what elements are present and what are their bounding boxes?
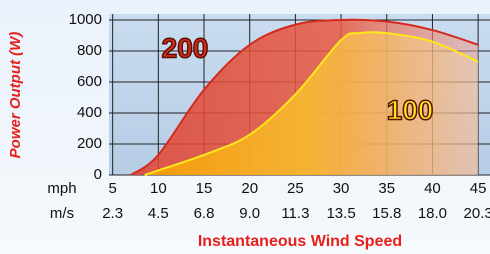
x-tick-label: 20 xyxy=(241,180,258,197)
x-tick-label: 45 xyxy=(470,180,487,197)
y-tick-label: 400 xyxy=(77,104,102,121)
x-tick-label: 25 xyxy=(287,180,304,197)
x2-tick-label: 11.3 xyxy=(281,205,309,222)
x-axis-title: Instantaneous Wind Speed xyxy=(198,233,402,250)
x-unit: mph xyxy=(47,180,76,197)
x2-tick-label: 6.8 xyxy=(194,205,215,222)
series-label: 100 xyxy=(387,94,434,125)
y-tick-label: 1000 xyxy=(69,11,102,28)
x-tick-label: 15 xyxy=(196,180,213,197)
x-tick-label: 35 xyxy=(378,180,395,197)
y-tick-label: 200 xyxy=(77,135,102,152)
y-tick-label: 800 xyxy=(77,42,102,59)
x2-tick-label: 9.0 xyxy=(239,205,260,222)
x2-tick-label: 2.3 xyxy=(102,205,123,222)
x-tick-label: 40 xyxy=(424,180,441,197)
x-tick-label: 10 xyxy=(150,180,167,197)
y-tick-label: 600 xyxy=(77,73,102,90)
x-tick-label: 5 xyxy=(108,180,116,197)
x2-tick-label: 13.5 xyxy=(326,205,355,222)
y-axis-title: Power Output (W) xyxy=(7,32,24,159)
x2-unit: m/s xyxy=(50,205,74,222)
y-tick-label: 0 xyxy=(94,166,102,183)
x2-tick-label: 4.5 xyxy=(148,205,169,222)
x2-tick-label: 18.0 xyxy=(418,205,447,222)
chart: Power Output (W) Instantaneous Wind Spee… xyxy=(0,0,490,254)
x-tick-label: 30 xyxy=(333,180,350,197)
series-label: 200 xyxy=(162,32,209,63)
x2-tick-label: 15.8 xyxy=(372,205,401,222)
x2-tick-label: 20.3 xyxy=(464,205,490,222)
